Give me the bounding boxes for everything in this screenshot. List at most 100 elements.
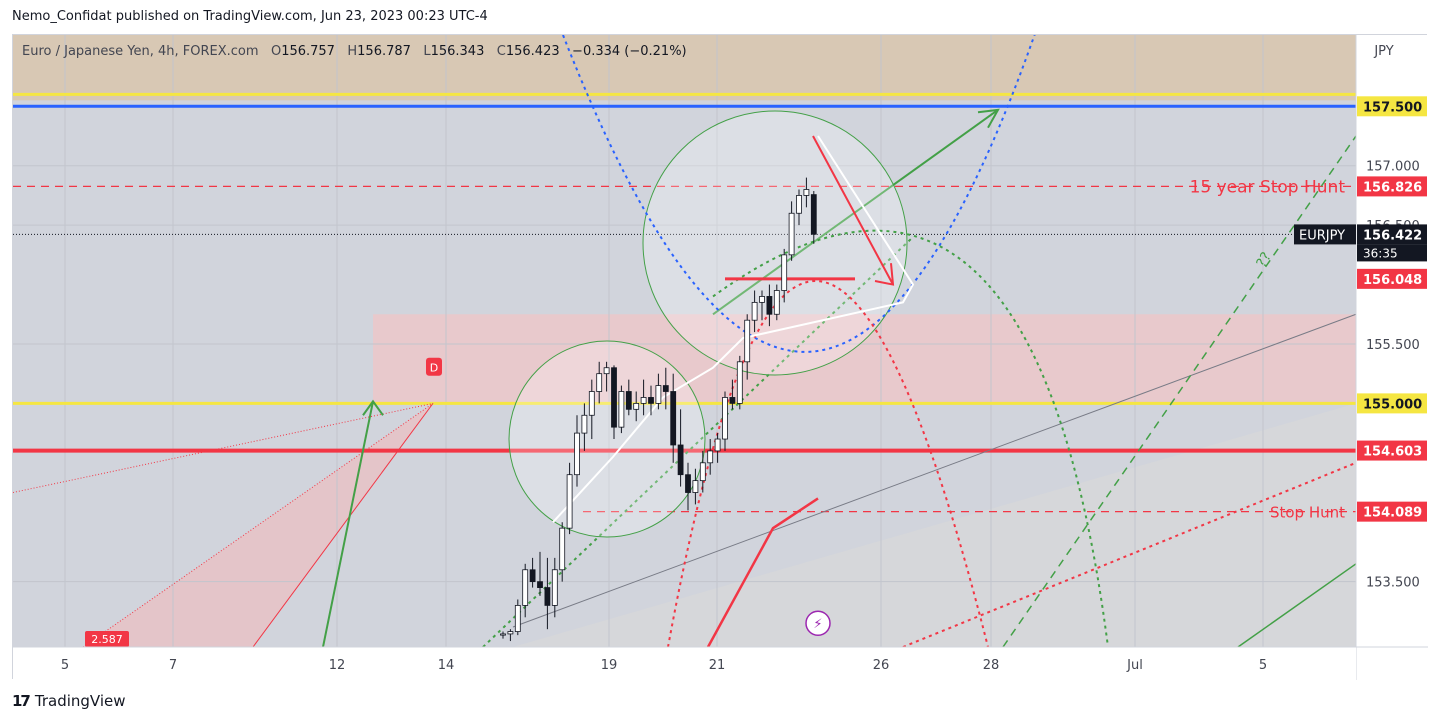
upper-zone	[13, 35, 1356, 101]
candle-body	[692, 480, 699, 493]
x-tick-label: 14	[438, 658, 455, 673]
tradingview-logo[interactable]: 17 TradingView	[12, 692, 126, 710]
x-tick-label: Jul	[1126, 658, 1143, 673]
green-circle-upper	[642, 110, 908, 376]
candle-body	[655, 385, 662, 404]
candlestick-chart[interactable]: 15 year Stop Hunt Stop Hunt D 2.587?? ⚡ JPY 15…	[13, 35, 1428, 680]
candle-body	[759, 296, 765, 303]
green-lower-line	[1237, 563, 1357, 648]
close-value: 156.423	[505, 44, 560, 59]
grey-channel	[513, 403, 1356, 647]
red-down-arrowhead	[874, 263, 895, 286]
price-label-box	[1357, 268, 1427, 289]
tradingview-icon: 17	[12, 692, 31, 710]
candle-body	[699, 462, 706, 482]
candle-body	[751, 301, 758, 321]
red-dotted-fan-2	[82, 402, 434, 648]
open-label: O	[270, 44, 282, 59]
candle-body	[744, 319, 751, 363]
symbol-description: Euro / Japanese Yen, 4h, FOREX.com	[22, 44, 259, 59]
question-annotation: ??	[1254, 250, 1275, 271]
x-tick-label: 5	[61, 658, 69, 673]
price-label-text: 154.089	[1363, 506, 1422, 521]
high-value: 156.787	[357, 44, 411, 59]
open-value: 156.757	[281, 44, 335, 59]
candle-body	[559, 527, 566, 571]
candle-body	[670, 391, 677, 446]
y-tick-label: 155.500	[1366, 338, 1420, 353]
green-impulse-line	[322, 401, 374, 648]
x-tick-label: 28	[983, 658, 1000, 673]
x-tick-label: 19	[601, 658, 618, 673]
price-label-box	[1357, 440, 1427, 461]
candle-body	[729, 397, 736, 404]
d-marker-box	[426, 357, 442, 376]
candle-body	[603, 367, 610, 375]
x-tick-label: 7	[169, 658, 177, 673]
annotation-stop-hunt: Stop Hunt	[1270, 504, 1345, 522]
green-target-arrowhead	[977, 108, 1000, 129]
candle-body	[788, 212, 795, 256]
red-ma-line	[706, 497, 819, 648]
green-impulse-arrowhead	[362, 399, 384, 416]
candle-body	[500, 633, 506, 636]
x-tick-label: 21	[709, 658, 726, 673]
fib-ratio-text: 2.587	[91, 633, 123, 646]
candle-body	[766, 296, 773, 315]
candle-body	[714, 438, 721, 452]
price-label-box	[1357, 393, 1427, 414]
red-fan-line	[252, 403, 434, 648]
candle-body	[522, 569, 529, 606]
candle-body	[685, 474, 691, 493]
price-label-box	[1357, 224, 1427, 245]
green-dashed-trend	[1002, 135, 1357, 648]
price-label-text: 157.500	[1363, 100, 1422, 115]
candle-body	[544, 587, 551, 606]
candle-body	[662, 385, 669, 392]
symbol-tag-text: EURJPY	[1299, 228, 1345, 243]
symbol-legend: Euro / Japanese Yen, 4h, FOREX.com O156.…	[22, 44, 687, 59]
lightning-icon	[805, 610, 831, 636]
price-label-text: 156.422	[1363, 228, 1422, 243]
price-axis	[1356, 35, 1428, 680]
white-projection-path	[552, 135, 915, 523]
green-parabola	[712, 229, 1109, 648]
price-label-box	[1357, 96, 1427, 117]
candle-body	[581, 414, 588, 434]
candle-body	[677, 444, 684, 476]
red-dotted-trend	[902, 461, 1357, 648]
price-label-text: 154.603	[1363, 445, 1422, 460]
brand-name: TradingView	[34, 692, 126, 710]
pink-triangle	[83, 403, 433, 647]
candle-body	[722, 397, 728, 440]
candle-body	[803, 189, 810, 196]
candle-body	[625, 391, 632, 410]
candle-body	[588, 391, 595, 416]
close-label: C	[496, 44, 506, 59]
x-tick-label: 5	[1259, 658, 1267, 673]
candle-body	[707, 450, 714, 464]
countdown-box	[1357, 244, 1427, 262]
candle-body	[551, 569, 558, 606]
grey-trend-line	[512, 313, 1357, 628]
low-value: 156.343	[430, 44, 485, 59]
price-label-text: 156.048	[1363, 273, 1422, 288]
price-label-box	[1357, 501, 1427, 522]
candle-body	[648, 397, 654, 404]
low-label: L	[423, 44, 431, 59]
chart-area[interactable]: 15 year Stop Hunt Stop Hunt D 2.587?? ⚡ JPY 15…	[12, 34, 1428, 680]
d-marker-text: D	[430, 362, 438, 375]
candle-body	[736, 361, 743, 404]
time-axis	[13, 647, 1356, 680]
candle-body	[566, 474, 573, 529]
x-tick-label: 12	[329, 658, 346, 673]
high-label: H	[347, 44, 358, 59]
candle-body	[781, 254, 788, 291]
price-label-text: 155.000	[1363, 397, 1422, 412]
y-tick-label: 153.500	[1366, 576, 1420, 591]
x-tick-label: 26	[873, 658, 890, 673]
lightning-glyph: ⚡	[813, 617, 822, 632]
red-down-arrow	[812, 135, 894, 286]
price-label-box	[1357, 176, 1427, 197]
publish-info: Nemo_Confidat published on TradingView.c…	[12, 9, 488, 24]
